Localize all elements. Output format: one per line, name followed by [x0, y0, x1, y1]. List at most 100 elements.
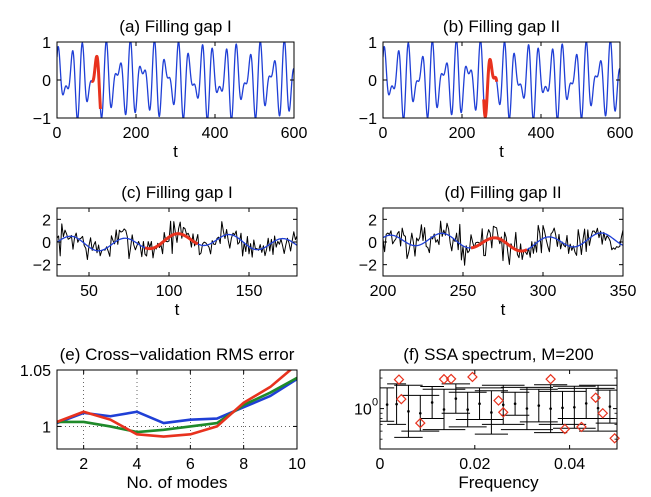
y-tick-label: 1	[368, 35, 377, 52]
panel-title: (a) Filling gap I	[119, 17, 231, 36]
x-tick-label: 600	[607, 125, 634, 142]
spectrum-marker	[609, 432, 620, 444]
x-tick-label: 0.02	[459, 456, 490, 473]
y-tick-label: 0	[368, 73, 377, 90]
x-tick-label: 400	[528, 125, 555, 142]
x-tick-label: 200	[370, 283, 397, 300]
spectrum-dot	[608, 405, 612, 408]
spectrum-marker	[438, 373, 450, 385]
x-tick-label: 0	[379, 125, 388, 142]
y-tick-label: −2	[359, 258, 377, 275]
spectrum-dot	[395, 402, 398, 406]
y-tick-label: −2	[33, 258, 51, 275]
y-tick-label: 0	[42, 235, 51, 252]
spectrum-dot	[454, 397, 458, 400]
y-tick-label: 1.05	[20, 363, 51, 380]
panel-title: (f) SSA spectrum, M=200	[403, 345, 593, 364]
series-gap-fill	[144, 232, 199, 251]
y-tick-label: −1	[33, 111, 51, 128]
plot-area	[57, 42, 294, 118]
x-axis-label: t	[501, 300, 506, 319]
spectrum-dot	[525, 407, 529, 410]
y-tick-label: 2	[42, 212, 51, 229]
y-tick-label: 2	[368, 212, 377, 229]
plot-area	[57, 370, 297, 438]
x-tick-label: 100	[156, 283, 183, 300]
x-axis-label: Frequency	[458, 473, 539, 492]
spectrum-dot	[513, 402, 517, 406]
x-tick-label: 0	[53, 125, 62, 142]
x-tick-label: 200	[449, 125, 476, 142]
x-tick-label: 2	[79, 456, 88, 473]
spectrum-dot	[466, 408, 469, 411]
plot-area	[380, 383, 617, 438]
spectrum-dot	[549, 407, 552, 410]
y-tick-label: −1	[359, 111, 377, 128]
plot-area	[57, 220, 297, 261]
series-gap-fill	[482, 57, 499, 118]
series-noisy-data	[57, 220, 297, 261]
y-tick-label: 10	[354, 402, 372, 419]
x-tick-label: 50	[80, 283, 98, 300]
x-axis-label: t	[175, 300, 180, 319]
spectrum-marker	[559, 423, 571, 435]
y-tick-label: 0	[42, 73, 51, 90]
spectrum-dot	[430, 401, 434, 404]
x-tick-label: 6	[186, 456, 195, 473]
axes-box	[56, 369, 298, 450]
spectrum-dot	[501, 403, 505, 407]
plot-area	[383, 220, 623, 266]
spectrum-marker	[467, 371, 478, 383]
spectrum-dot	[478, 402, 481, 406]
panel-title: (d) Filling gap II	[444, 183, 561, 202]
spectrum-dot	[537, 404, 541, 407]
y-tick-label: 1	[42, 419, 51, 436]
panel-c: (c) Filling gap I 50 100 150 −2 0 2 t	[33, 183, 298, 319]
spectrum-dot	[561, 406, 564, 410]
panel-title: (e) Cross−validation RMS error	[60, 345, 295, 364]
x-axis-label: t	[173, 142, 178, 161]
x-tick-label: 350	[610, 283, 637, 300]
spectrum-marker	[590, 392, 602, 404]
x-tick-label: 200	[123, 125, 150, 142]
y-tick-exponent: 0	[372, 397, 378, 409]
y-tick-label: 1	[42, 35, 51, 52]
spectrum-dot	[584, 402, 588, 405]
axes-box	[379, 369, 618, 450]
x-axis-label: t	[499, 142, 504, 161]
spectrum-dot	[490, 411, 493, 414]
plot-area	[383, 42, 620, 118]
x-tick-label: 300	[530, 283, 557, 300]
series-cv-3	[57, 370, 293, 438]
series-noisy-data	[383, 220, 623, 266]
x-tick-label: 0.04	[554, 456, 585, 473]
spectrum-marker	[597, 407, 609, 419]
panel-title: (b) Filling gap II	[443, 17, 560, 36]
spectrum-marker	[395, 393, 407, 405]
series-cv-1	[57, 377, 297, 425]
spectrum-dot	[407, 410, 410, 413]
spectrum-dot	[442, 408, 446, 411]
spectrum-dot	[385, 403, 389, 406]
spectrum-marker	[576, 421, 587, 433]
spectrum-marker	[545, 373, 556, 385]
x-tick-label: 600	[281, 125, 308, 142]
spectrum-marker	[493, 395, 504, 406]
spectrum-dot	[573, 405, 576, 409]
panel-title: (c) Filling gap I	[121, 183, 232, 202]
x-tick-label: 10	[288, 456, 306, 473]
series-cv-2	[57, 376, 297, 434]
x-tick-label: 150	[236, 283, 263, 300]
x-axis-label: No. of modes	[126, 473, 227, 492]
y-tick-label: 0	[368, 235, 377, 252]
x-tick-label: 250	[450, 283, 477, 300]
x-tick-label: 4	[133, 456, 142, 473]
spectrum-marker	[445, 373, 457, 385]
series-gap-fill	[470, 236, 528, 253]
x-tick-label: 8	[239, 456, 248, 473]
spectrum-marker	[393, 374, 405, 385]
